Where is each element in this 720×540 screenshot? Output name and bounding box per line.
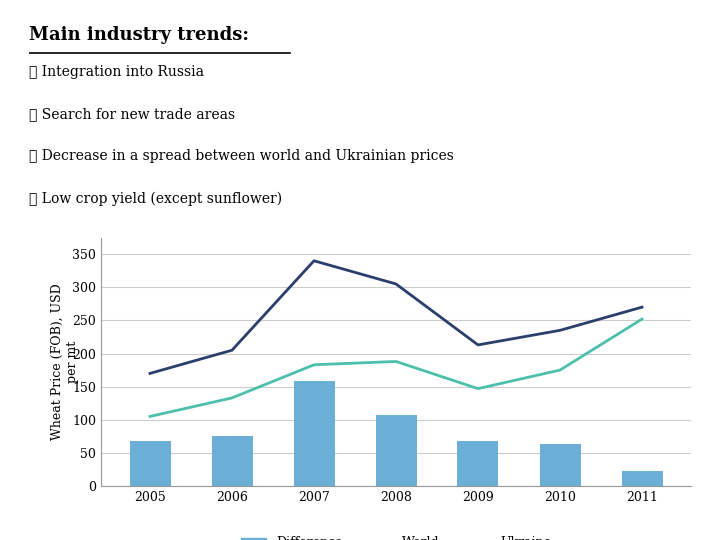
- Text: ✓ Decrease in a spread between world and Ukrainian prices: ✓ Decrease in a spread between world and…: [29, 149, 454, 163]
- Bar: [621, 471, 662, 486]
- Text: ✓ Low crop yield (except sunflower): ✓ Low crop yield (except sunflower): [29, 191, 282, 206]
- Legend: Difference, World, Ukraine: Difference, World, Ukraine: [236, 531, 556, 540]
- Bar: [294, 381, 335, 486]
- Bar: [376, 415, 416, 486]
- Y-axis label: Wheat Price (FOB), USD
per mt: Wheat Price (FOB), USD per mt: [51, 284, 79, 440]
- Text: Main industry trends:: Main industry trends:: [29, 26, 249, 44]
- Text: ✓ Search for new trade areas: ✓ Search for new trade areas: [29, 107, 235, 121]
- Bar: [457, 441, 498, 486]
- Bar: [212, 436, 253, 486]
- Bar: [130, 441, 171, 486]
- Bar: [539, 444, 580, 486]
- Text: ✓ Integration into Russia: ✓ Integration into Russia: [29, 65, 204, 79]
